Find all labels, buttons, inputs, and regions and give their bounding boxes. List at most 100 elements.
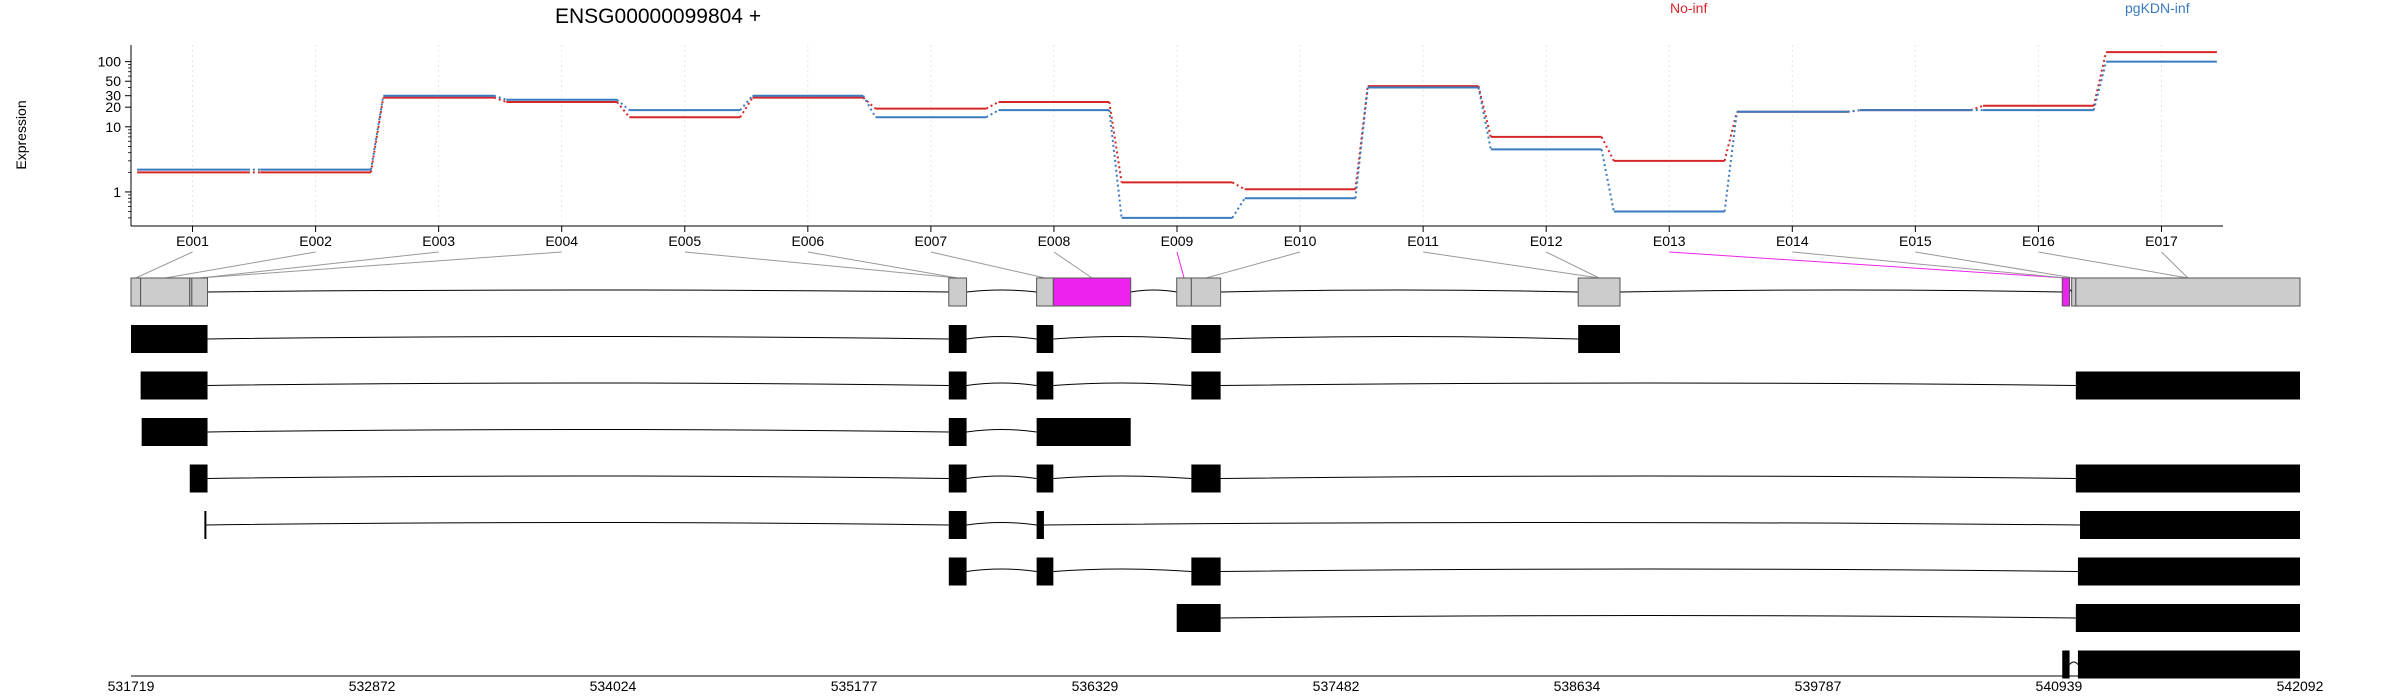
transcript-intron (1220, 615, 2076, 619)
transcript-exon (948, 464, 967, 493)
transcript-exon (948, 418, 967, 446)
genomic-tick-label-538634: 538634 (1554, 678, 1601, 694)
gene-model-exon (2071, 277, 2077, 307)
x-tick-label-E014: E014 (1776, 233, 1809, 249)
series-connector-No-inf (1477, 85, 1492, 138)
series-connector-No-inf (1600, 136, 1615, 162)
series-connector-pgKDN-inf (1477, 87, 1492, 150)
series-connector-No-inf (1108, 101, 1123, 183)
connector-E005 (684, 251, 958, 279)
transcript-8 (2062, 650, 2300, 679)
series-connector-No-inf (1970, 104, 1984, 112)
genomic-tick-label-535177: 535177 (831, 678, 878, 694)
genomic-tick-label-542092: 542092 (2277, 678, 2324, 694)
transcript-exon (1036, 371, 1054, 400)
y-tick-label-50: 50 (105, 73, 121, 89)
series-connector-No-inf (1231, 181, 1246, 191)
genomic-tick-label-540939: 540939 (2036, 678, 2083, 694)
connector-E001 (135, 251, 193, 279)
genomic-tick-label-534024: 534024 (590, 678, 637, 694)
transcript-1 (131, 325, 1621, 353)
transcript-5 (204, 511, 2300, 539)
transcript-exon (204, 511, 207, 539)
transcript-exon (1191, 371, 1221, 400)
transcript-exon (189, 464, 208, 493)
connector-E002 (165, 251, 316, 279)
transcript-exon (1191, 464, 1221, 493)
gene-model-exon (1176, 277, 1192, 307)
transcript-intron (2069, 661, 2079, 665)
series-connector-No-inf (1723, 111, 1738, 162)
transcript-intron (206, 522, 2081, 526)
y-axis-label: Expression (13, 100, 29, 169)
transcript-exon (2075, 464, 2300, 493)
transcript-exon (1176, 604, 1221, 632)
series-No-inf (137, 51, 2217, 191)
gene-model-intron (207, 289, 2073, 293)
connector-E016 (2038, 251, 2189, 279)
connector-E008 (1053, 251, 1093, 279)
transcript-intron (207, 475, 2076, 479)
connector-E017 (2161, 251, 2189, 279)
gene-model-exon (2075, 277, 2301, 307)
transcript-intron (966, 568, 2078, 572)
series-connector-pgKDN-inf (1354, 87, 1369, 199)
gene-model-exon (130, 277, 142, 307)
series-connector-pgKDN-inf (1847, 109, 1861, 113)
series-connector-No-inf (985, 101, 1000, 110)
transcript-exon (2077, 557, 2300, 586)
gene-model (130, 277, 2301, 307)
transcript-6 (948, 557, 2300, 586)
transcript-exon (1036, 325, 1054, 353)
transcript-exon (1578, 325, 1621, 353)
legend-no-inf: No-inf (1670, 0, 1707, 16)
x-tick-label-E006: E006 (791, 233, 824, 249)
transcript-exon (2075, 371, 2300, 400)
connector-E010 (1205, 251, 1301, 279)
grid-lines (192, 45, 2162, 226)
transcript-exon (948, 325, 967, 353)
x-tick-label-E009: E009 (1161, 233, 1194, 249)
series-lines (137, 51, 2217, 219)
transcript-exon (1036, 464, 1054, 493)
x-tick-label-E015: E015 (1899, 233, 1932, 249)
transcript-4 (189, 464, 2300, 493)
genomic-tick-label-537482: 537482 (1313, 678, 1360, 694)
connector-E012 (1545, 251, 1600, 279)
x-tick-label-E007: E007 (915, 233, 948, 249)
connector-E011 (1423, 251, 1600, 279)
x-tick-label-E002: E002 (299, 233, 332, 249)
x-tick-label-E010: E010 (1284, 233, 1317, 249)
gene-model-exon (2061, 277, 2071, 307)
genomic-tick-label-536329: 536329 (1072, 678, 1119, 694)
transcript-exon (2080, 511, 2300, 539)
transcript-exon (1036, 557, 1054, 586)
x-tick-label-E004: E004 (545, 233, 578, 249)
transcript-exon (141, 418, 208, 446)
gene-model-exon (948, 277, 968, 307)
gene-model-exon (1577, 277, 1621, 307)
transcript-exon (2062, 650, 2070, 679)
genomic-tick-label-539787: 539787 (1795, 678, 1842, 694)
series-connector-No-inf (493, 96, 507, 103)
transcript-exon (1036, 418, 1131, 446)
series-connector-pgKDN-inf (985, 109, 1000, 119)
connector-E007 (930, 251, 1046, 279)
connector-E003 (199, 251, 439, 279)
connector-E013 (1669, 251, 2066, 279)
transcript-exon (140, 371, 208, 400)
connector-E014 (1792, 251, 2066, 279)
transcript-intron (207, 336, 1579, 340)
exon-connectors (135, 251, 2189, 279)
legend-pgkdn-inf: pgKDN-inf (2125, 0, 2190, 16)
gene-model-exon (1052, 277, 1132, 307)
gene-model-exon (140, 277, 191, 307)
genomic-tick-label-531719: 531719 (108, 678, 155, 694)
x-tick-label-E001: E001 (176, 233, 209, 249)
transcript-exon (131, 325, 208, 353)
series-connector-pgKDN-inf (2092, 61, 2108, 111)
x-tick-label-E003: E003 (422, 233, 455, 249)
transcript-exon (1191, 325, 1221, 353)
transcript-exon (948, 557, 967, 586)
